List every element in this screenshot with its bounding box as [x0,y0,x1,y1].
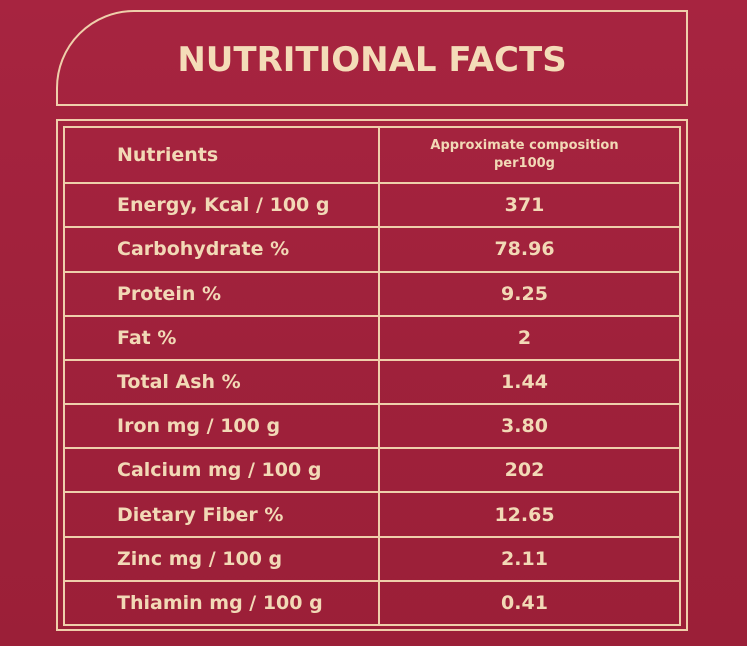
nutrient-value: 12.65 [378,491,681,538]
table-row: Total Ash % 1.44 [63,358,681,406]
table-header-row: Nutrients Approximate composition per100… [63,125,681,185]
nutrient-name: Thiamin mg / 100 g [63,579,380,627]
header-composition-line1: Approximate composition [430,138,619,154]
header-composition: Approximate composition per100g [378,125,681,185]
nutrient-name: Iron mg / 100 g [63,403,380,450]
nutrient-name: Fat % [63,314,380,361]
nutrient-value: 2 [378,314,681,361]
nutrition-table: Nutrients Approximate composition per100… [63,125,681,627]
nutrient-value: 0.41 [378,579,681,627]
table-row: Carbohydrate % 78.96 [63,226,681,273]
nutrient-name: Total Ash % [63,358,380,406]
nutrient-name: Zinc mg / 100 g [63,535,380,582]
header-composition-line2: per100g [494,156,555,172]
nutrient-value: 2.11 [378,535,681,582]
nutrient-value: 9.25 [378,270,681,317]
table-row: Energy, Kcal / 100 g 371 [63,182,681,229]
nutrient-value: 371 [378,182,681,229]
table-row: Fat % 2 [63,314,681,361]
title-box: NUTRITIONAL FACTS [56,10,688,106]
nutrient-value: 202 [378,447,681,494]
nutrient-name: Protein % [63,270,380,317]
table-row: Thiamin mg / 100 g 0.41 [63,579,681,627]
header-nutrients: Nutrients [63,125,380,185]
nutrition-table-frame: Nutrients Approximate composition per100… [56,119,688,631]
table-row: Dietary Fiber % 12.65 [63,491,681,538]
nutrient-name: Carbohydrate % [63,226,380,273]
table-row: Calcium mg / 100 g 202 [63,447,681,494]
nutrient-name: Energy, Kcal / 100 g [63,182,380,229]
nutrient-value: 1.44 [378,358,681,406]
nutrient-name: Calcium mg / 100 g [63,447,380,494]
nutrient-value: 3.80 [378,403,681,450]
nutrient-name: Dietary Fiber % [63,491,380,538]
page-title: NUTRITIONAL FACTS [177,40,567,80]
table-row: Iron mg / 100 g 3.80 [63,403,681,450]
nutrient-value: 78.96 [378,226,681,273]
table-row: Protein % 9.25 [63,270,681,317]
table-row: Zinc mg / 100 g 2.11 [63,535,681,582]
